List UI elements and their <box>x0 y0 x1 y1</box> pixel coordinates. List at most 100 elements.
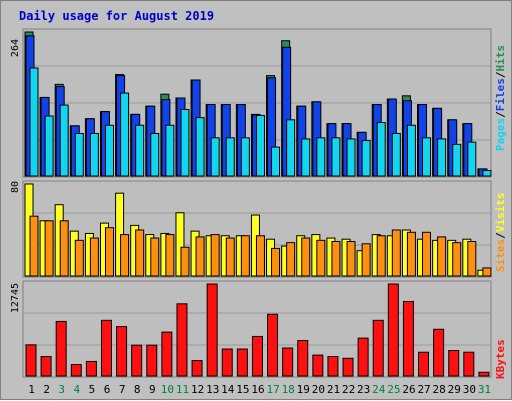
bar-visits <box>175 212 185 277</box>
bar-kbytes <box>357 337 369 377</box>
bar-kbytes <box>433 328 445 377</box>
bar-pages <box>437 138 447 177</box>
legend-text: Sites/Visits <box>494 193 507 273</box>
bar-pages <box>286 119 296 177</box>
bar-pages <box>240 137 250 177</box>
bar-sites <box>120 234 130 277</box>
bar-kbytes <box>251 335 263 377</box>
x-tick-day: 31 <box>478 383 491 396</box>
bar-pages <box>391 132 401 177</box>
x-tick-day: 16 <box>251 383 264 396</box>
bar-kbytes <box>463 351 475 377</box>
bar-sites <box>195 236 205 277</box>
bar-sites <box>180 246 190 277</box>
bar-sites <box>437 236 447 277</box>
bar-sites <box>422 231 432 277</box>
legend-item: Sites <box>494 239 507 272</box>
chart-title: Daily usage for August 2019 <box>19 9 214 23</box>
bar-pages <box>301 138 311 177</box>
bar-sites <box>406 231 416 277</box>
legend-item: Hits <box>494 45 507 72</box>
bar-pages <box>29 67 39 177</box>
bar-kbytes <box>116 326 128 377</box>
bar-pages <box>225 137 235 177</box>
legend-text: Pages/Files/Hits <box>494 45 507 151</box>
legend-item: Visits <box>494 193 507 233</box>
bar-sites <box>467 241 477 277</box>
ymax-label-visits: 80 <box>10 181 21 193</box>
legend-hits-files-pages: Pages/Files/Hits <box>494 45 507 151</box>
legend-visits-sites: Sites/Visits <box>494 193 507 273</box>
x-tick-day: 5 <box>89 383 96 396</box>
bar-kbytes <box>387 283 399 377</box>
bar-pages <box>422 137 432 177</box>
x-tick-day: 13 <box>206 383 219 396</box>
bar-kbytes <box>100 319 112 377</box>
bar-kbytes <box>448 350 460 377</box>
bar-kbytes <box>297 340 309 377</box>
x-tick-day: 10 <box>161 383 174 396</box>
bar-sites <box>89 237 99 277</box>
bar-pages <box>361 140 371 177</box>
bar-kbytes <box>40 356 52 377</box>
bar-sites <box>301 237 311 277</box>
x-tick-day: 11 <box>176 383 189 396</box>
bar-pages <box>195 117 205 177</box>
x-tick-day: 6 <box>104 383 111 396</box>
x-tick-day: 2 <box>43 383 50 396</box>
legend-separator: / <box>494 71 507 78</box>
bar-kbytes <box>312 354 324 377</box>
x-tick-day: 21 <box>327 383 340 396</box>
x-tick-day: 3 <box>58 383 65 396</box>
bar-sites <box>391 229 401 277</box>
x-tick-day: 25 <box>387 383 400 396</box>
bar-sites <box>316 239 326 277</box>
bar-kbytes <box>402 300 414 377</box>
bar-pages <box>135 124 145 177</box>
x-tick-day: 19 <box>297 383 310 396</box>
x-tick-day: 9 <box>149 383 156 396</box>
legend-kbytes: KBytes <box>494 339 507 379</box>
bar-pages <box>316 137 326 177</box>
bar-kbytes <box>236 348 248 377</box>
bar-sites <box>225 237 235 277</box>
bar-sites <box>331 241 341 277</box>
x-axis-ticks: 1 2 3 4 5 6 7 8 9 10 11 12 13 14 15 16 17 18 19 20 21 22 23 24 2… <box>28 383 491 396</box>
bar-sites <box>135 229 145 277</box>
bar-pages <box>74 132 84 177</box>
bar-sites <box>59 220 69 277</box>
bar-kbytes <box>85 360 97 377</box>
bar-pages <box>104 124 114 177</box>
bar-kbytes <box>55 320 67 377</box>
bar-kbytes <box>372 319 384 377</box>
legend-item: Pages <box>494 118 507 151</box>
bar-sites <box>452 242 462 277</box>
x-tick-day: 4 <box>74 383 81 396</box>
bar-sites <box>346 241 356 277</box>
bar-sites <box>44 220 54 277</box>
x-tick-day: 29 <box>448 383 461 396</box>
bar-sites <box>240 235 250 277</box>
bar-pages <box>376 122 386 177</box>
bar-pages <box>89 132 99 177</box>
x-tick-day: 18 <box>282 383 295 396</box>
bar-pages <box>120 92 130 177</box>
x-tick-day: 17 <box>266 383 279 396</box>
bar-pages <box>59 104 69 177</box>
ymax-label-kbytes: 12745 <box>10 283 21 313</box>
x-tick-day: 14 <box>221 383 235 396</box>
bar-pages <box>210 137 220 177</box>
legend-separator: / <box>494 111 507 118</box>
bar-pages <box>44 115 54 177</box>
x-tick-day: 28 <box>433 383 446 396</box>
bar-kbytes <box>342 357 354 377</box>
bar-pages <box>271 146 281 177</box>
bar-kbytes <box>25 344 37 377</box>
bar-pages <box>331 137 341 177</box>
x-tick-day: 8 <box>134 383 141 396</box>
bar-pages <box>255 114 265 177</box>
bar-sites <box>376 235 386 277</box>
x-tick-day: 20 <box>312 383 325 396</box>
bar-kbytes <box>191 360 203 377</box>
